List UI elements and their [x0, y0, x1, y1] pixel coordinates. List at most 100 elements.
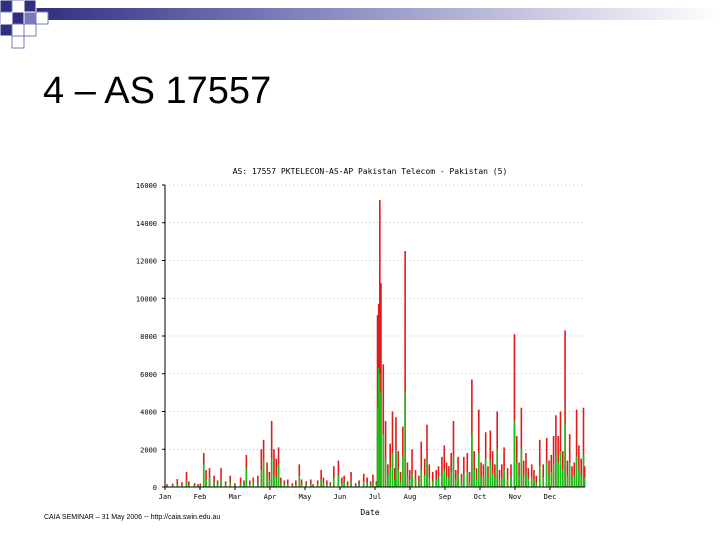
y-tick-label: 10000 [136, 295, 157, 303]
bar-secondary [518, 475, 520, 487]
bar-total [382, 364, 385, 487]
bar-secondary [366, 483, 368, 487]
bar-total [426, 424, 428, 487]
bar-total [530, 464, 533, 487]
bar-secondary [568, 462, 571, 487]
bar-secondary [309, 484, 312, 487]
bar-total [575, 409, 578, 487]
bar-secondary [559, 451, 562, 487]
bar-secondary [346, 484, 349, 487]
bar-secondary [354, 485, 357, 487]
bar-total [295, 480, 297, 487]
bar-secondary [501, 477, 503, 487]
bar-secondary [491, 473, 494, 487]
bar-secondary [510, 477, 512, 487]
bar-secondary [376, 407, 379, 487]
bar-secondary [506, 479, 509, 487]
bar-total [501, 464, 503, 487]
bar-total [333, 466, 335, 487]
header-decoration [0, 0, 720, 49]
bar-secondary [213, 482, 215, 487]
bar-total [535, 475, 538, 487]
bar-total [487, 466, 489, 487]
bar-secondary [369, 484, 372, 487]
bar-secondary [216, 484, 219, 487]
bar-secondary [270, 458, 273, 487]
bar-secondary [448, 477, 450, 487]
y-tick-label: 12000 [136, 258, 157, 266]
bar-total [489, 430, 492, 487]
bar-total [527, 468, 530, 487]
bar-secondary [428, 477, 431, 487]
bar-secondary [391, 453, 394, 487]
bar-secondary [337, 475, 340, 487]
bar-total [420, 441, 423, 487]
bar-secondary [326, 484, 328, 487]
y-axis: 0 2000 4000 6000 8000 10000 12000 14000 16000 [136, 182, 166, 492]
bar-total [280, 477, 282, 487]
bar-total [414, 470, 417, 487]
bar-total [418, 475, 420, 487]
bar-secondary [527, 479, 530, 487]
bar-secondary [520, 449, 523, 487]
bar-secondary [395, 451, 397, 487]
bar-secondary [397, 470, 400, 487]
bar-secondary [305, 484, 307, 487]
bar-total [326, 480, 328, 487]
bar-total [463, 456, 465, 487]
bar-secondary [402, 456, 404, 487]
bar-total [491, 451, 494, 487]
y-tick-label: 0 [153, 484, 157, 492]
bar-secondary [343, 482, 345, 487]
bar-secondary [262, 460, 265, 487]
x-tick-label: Feb [194, 493, 207, 501]
bar-total [273, 449, 275, 487]
bar-total [320, 470, 322, 487]
bar-secondary [460, 481, 463, 487]
bar-total [329, 482, 332, 487]
bar-secondary [239, 483, 242, 487]
bar-secondary [420, 470, 423, 487]
bar-secondary [423, 475, 426, 487]
bar-total [583, 466, 586, 487]
bar-secondary [193, 485, 196, 487]
x-tick-label: Aug [404, 493, 417, 501]
bar-total [559, 411, 562, 487]
bar-total [350, 471, 352, 487]
chart-title: AS: 17557 PKTELECON-AS-AP Pakistan Telec… [233, 167, 508, 176]
bar-total [283, 480, 286, 487]
bar-secondary [463, 473, 465, 487]
bar-total [220, 468, 222, 487]
bar-secondary [358, 484, 360, 487]
bar-total [270, 420, 273, 487]
x-tick-label: Jun [334, 493, 347, 501]
bar-total [525, 453, 527, 487]
bar-secondary [220, 479, 222, 487]
bar-total [249, 480, 251, 487]
bar-total [510, 464, 512, 487]
bar-secondary [273, 475, 275, 487]
bar-total [550, 454, 553, 487]
bar-secondary [404, 392, 406, 487]
bar-total [199, 483, 202, 487]
bar-secondary [406, 475, 409, 487]
bar-total [513, 334, 516, 487]
bar-secondary [249, 484, 251, 487]
bar-secondary [545, 462, 548, 487]
bar-secondary [333, 477, 335, 487]
bar-total [166, 484, 168, 487]
bar-secondary [443, 470, 446, 487]
bar-secondary [243, 484, 245, 487]
bar-total [580, 458, 582, 487]
bar-total [468, 471, 471, 487]
bar-secondary [379, 373, 381, 487]
bar-total [538, 439, 541, 487]
bar-total [366, 477, 368, 487]
bar-secondary [535, 483, 538, 487]
bar-total [375, 481, 378, 487]
x-tick-label: Apr [264, 493, 277, 501]
bar-secondary [399, 481, 402, 487]
bar-secondary [382, 434, 385, 487]
bar-total [411, 449, 413, 487]
bar-total [380, 283, 382, 487]
